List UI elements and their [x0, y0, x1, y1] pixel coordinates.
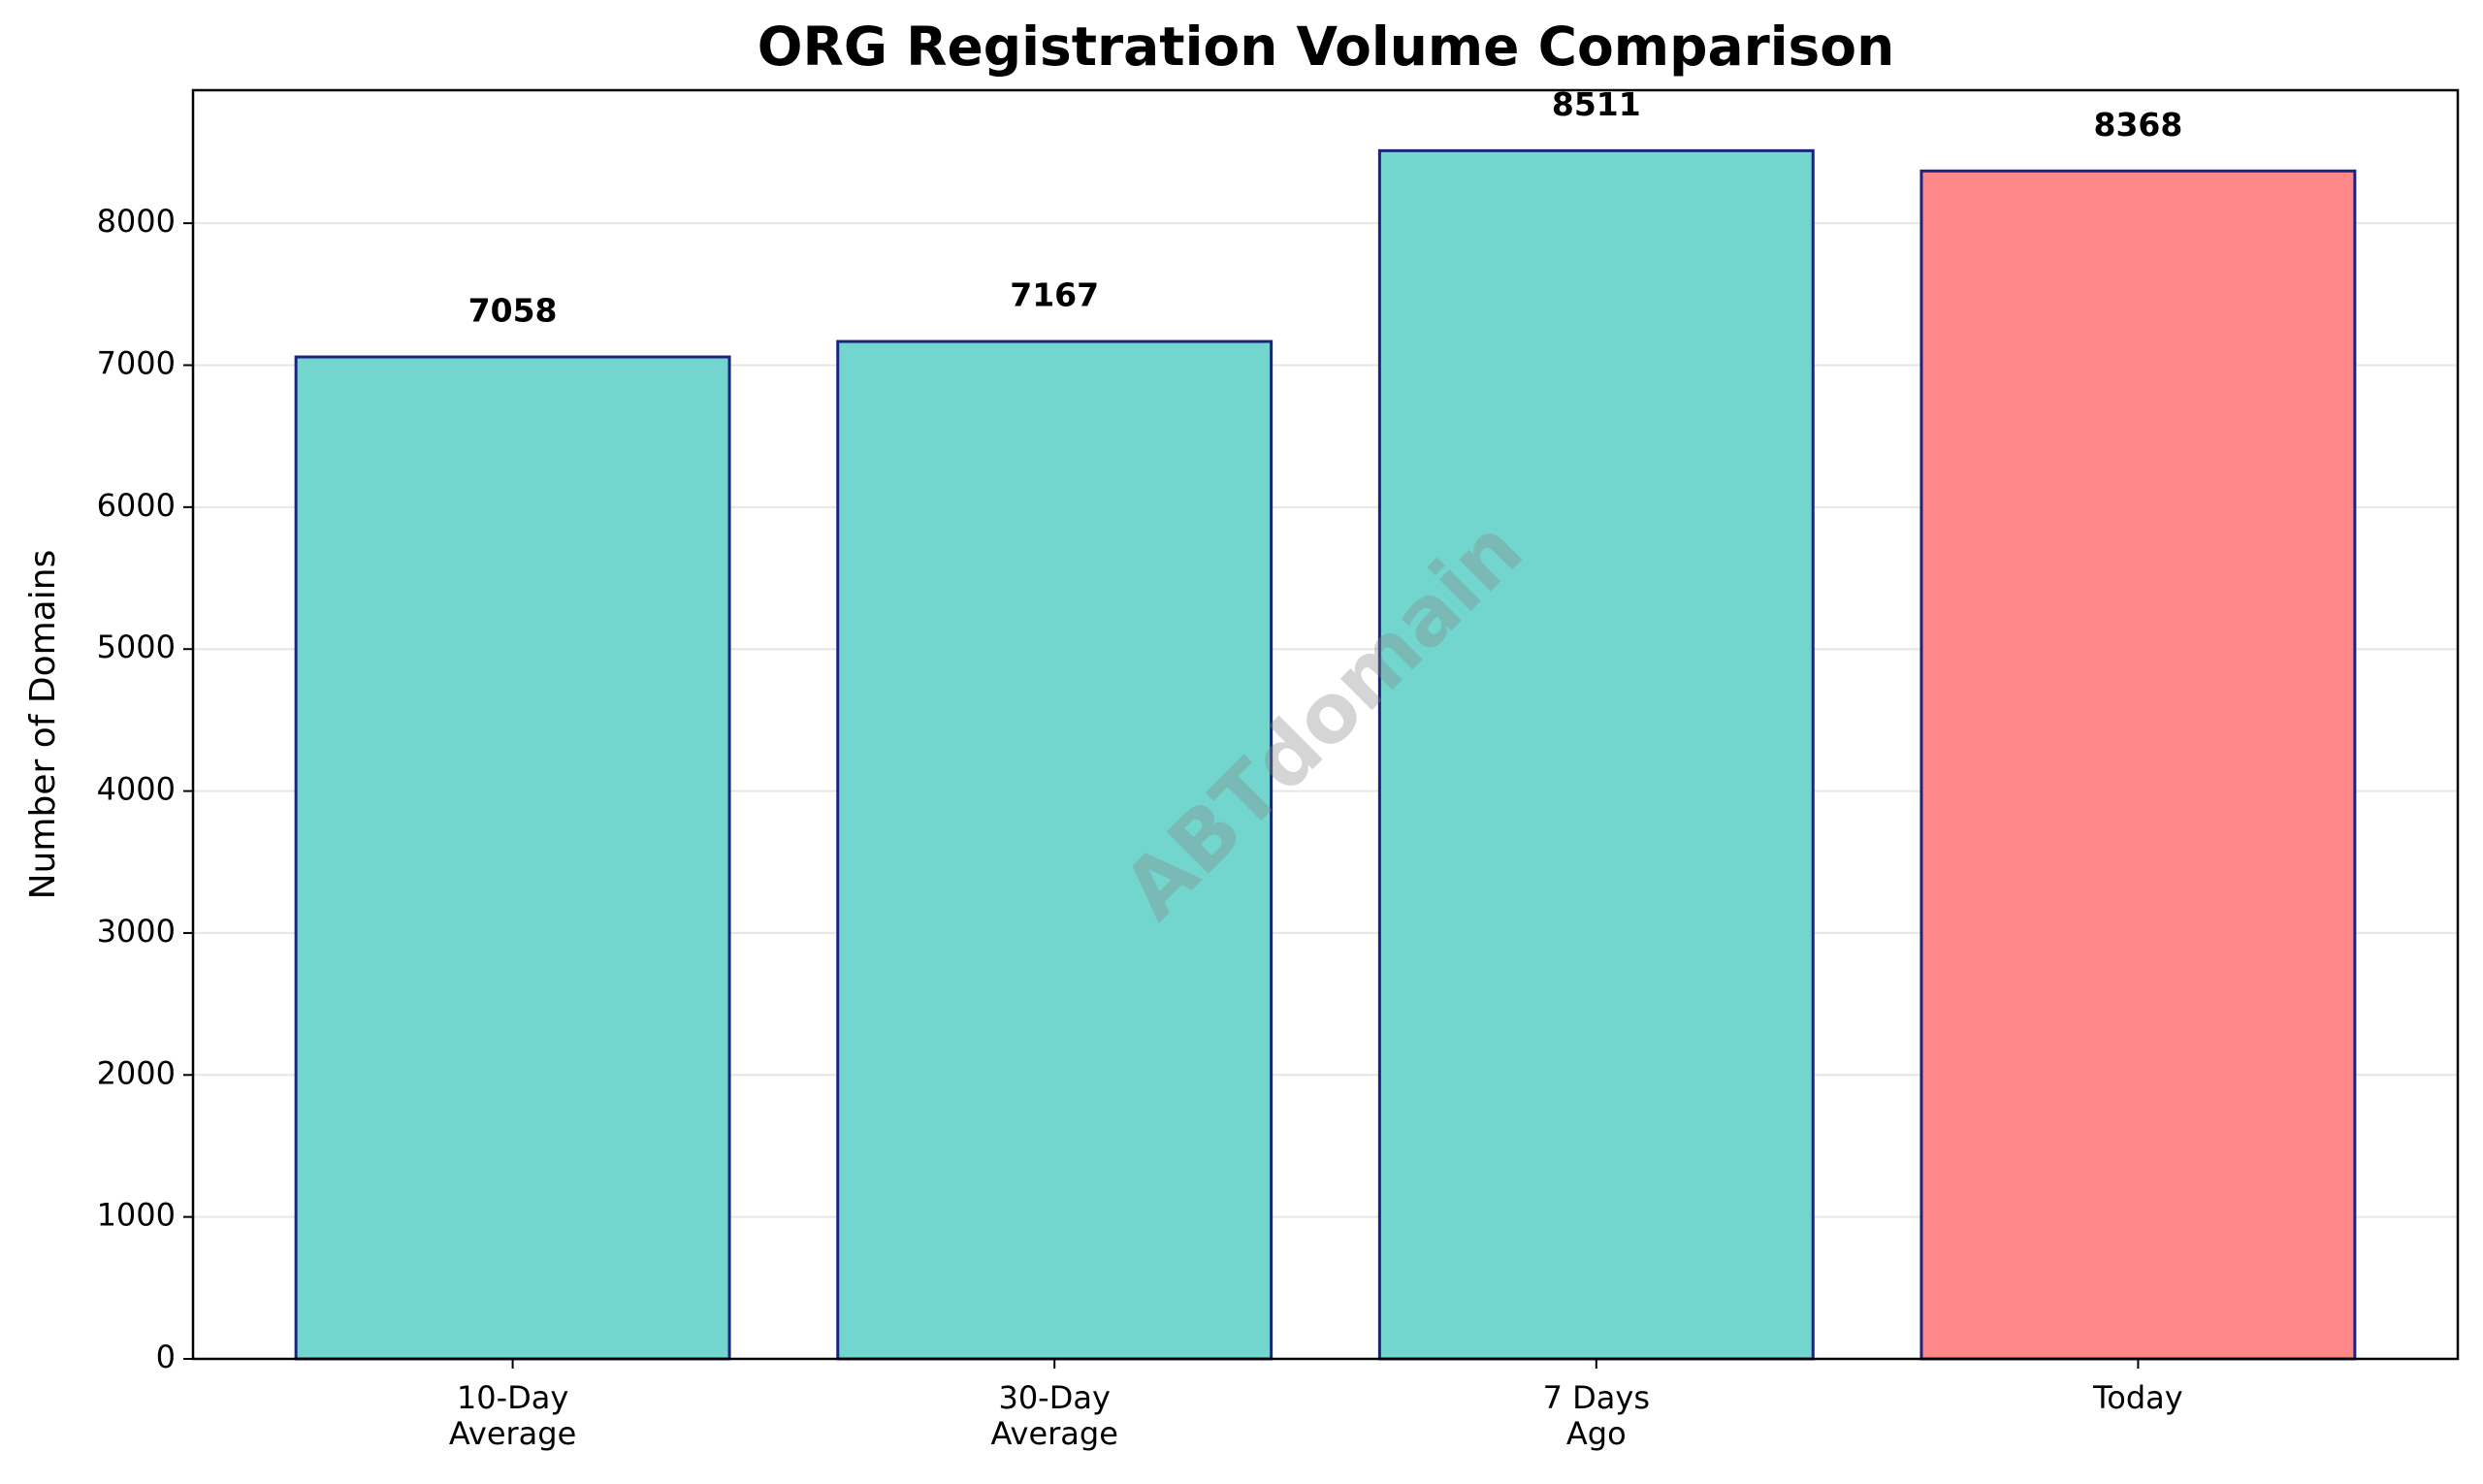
x-tick-label: 10-Day Average: [449, 1379, 576, 1452]
value-label: 8368: [2093, 106, 2182, 144]
value-label: 7167: [1010, 276, 1099, 314]
bar: [294, 355, 731, 1361]
bar: [1377, 148, 1815, 1361]
y-tick-label: 0: [156, 1339, 176, 1375]
chart-title: ORG Registration Volume Comparison: [758, 16, 1894, 78]
bar: [836, 339, 1274, 1361]
y-tick-label: 4000: [97, 771, 176, 808]
y-tick-label: 8000: [97, 203, 176, 240]
x-tick-label: Today: [2092, 1379, 2183, 1416]
y-tick-label: 7000: [97, 344, 176, 381]
y-tick-label: 1000: [97, 1197, 176, 1234]
value-label: 7058: [468, 292, 558, 330]
y-tick-label: 5000: [97, 629, 176, 665]
y-tick-label: 6000: [97, 487, 176, 524]
value-label: 8511: [1552, 85, 1641, 123]
y-axis-label: Number of Domains: [23, 550, 63, 900]
bar: [1919, 169, 2357, 1361]
x-tick-label: 30-Day Average: [990, 1379, 1117, 1452]
plot-frame: [191, 88, 2460, 1361]
x-tick-label: 7 Days Ago: [1543, 1379, 1650, 1452]
y-tick-label: 2000: [97, 1054, 176, 1091]
y-tick-label: 3000: [97, 913, 176, 950]
